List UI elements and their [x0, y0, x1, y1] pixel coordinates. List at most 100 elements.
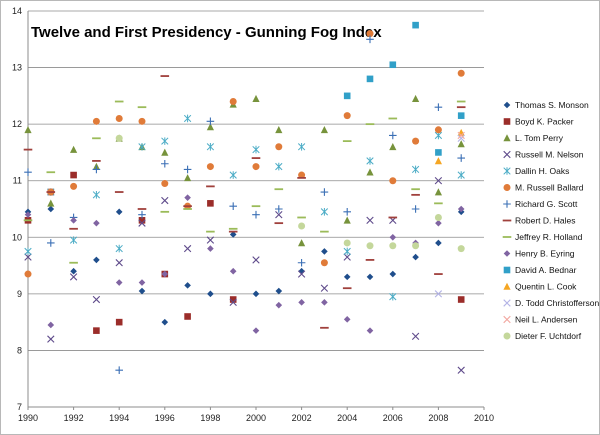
data-point	[69, 273, 78, 281]
legend-label: L. Tom Perry	[515, 133, 564, 143]
data-point	[434, 213, 442, 221]
legend-label: Quentin L. Cook	[515, 282, 577, 292]
data-point	[115, 134, 123, 142]
data-point	[435, 149, 442, 156]
legend-item: Russell M. Nelson	[503, 150, 584, 160]
data-point	[389, 233, 397, 241]
data-point	[297, 142, 306, 151]
legend-marker	[503, 299, 511, 307]
data-point	[252, 94, 260, 102]
legend-item: Robert D. Hales	[502, 216, 575, 226]
data-point	[366, 242, 374, 250]
series-group	[24, 94, 465, 247]
data-point	[412, 21, 419, 29]
x-tick-label: 2006	[383, 413, 403, 423]
data-point	[161, 159, 169, 168]
data-point	[115, 259, 123, 267]
x-tick-label: 2008	[428, 413, 448, 423]
x-tick-label: 2004	[337, 413, 357, 423]
y-tick-label: 7	[17, 402, 22, 412]
legend-item: David A. Bednar	[503, 265, 577, 275]
data-point	[412, 253, 419, 261]
legend-marker	[503, 266, 511, 274]
data-point	[138, 210, 146, 219]
data-point	[298, 239, 306, 247]
data-point	[161, 148, 169, 156]
data-point	[435, 219, 442, 227]
data-point	[412, 94, 420, 102]
data-point	[252, 256, 260, 264]
data-point	[434, 157, 442, 165]
data-point	[389, 292, 397, 301]
data-point	[343, 253, 351, 261]
legend-item: Dieter F. Uchtdorf	[503, 331, 582, 341]
legend-label: Boyd K. Packer	[515, 117, 574, 127]
data-point	[207, 290, 214, 298]
y-tick-label: 12	[12, 119, 22, 129]
data-point	[457, 69, 465, 77]
legend-item: Neil L. Andersen	[503, 315, 578, 325]
data-point	[434, 290, 443, 298]
data-point	[138, 219, 146, 227]
data-point	[320, 126, 328, 134]
data-point	[24, 211, 32, 218]
data-point	[161, 180, 169, 188]
data-point	[24, 270, 32, 278]
data-point	[24, 253, 32, 261]
legend-item: D. Todd Christofferson	[503, 298, 599, 308]
data-point	[252, 290, 260, 298]
data-point	[229, 231, 237, 238]
x-tick-label: 2000	[246, 413, 266, 423]
data-point	[457, 112, 465, 119]
data-point	[411, 165, 420, 174]
chart-title: Twelve and First Presidency - Gunning Fo…	[31, 24, 382, 41]
data-point	[70, 171, 77, 179]
data-point	[366, 75, 374, 83]
data-point	[389, 242, 397, 250]
data-point	[366, 30, 374, 38]
data-point	[229, 267, 237, 275]
grid-layer	[28, 10, 484, 408]
y-tick-label: 14	[12, 6, 22, 16]
legend-item: L. Tom Perry	[503, 133, 564, 143]
legend-label: Russell M. Nelson	[515, 150, 584, 160]
data-point	[229, 98, 237, 106]
legend-label: Henry B. Eyring	[515, 249, 575, 259]
y-tick-label: 9	[17, 289, 22, 299]
series-group	[24, 30, 465, 278]
legend-marker	[503, 200, 511, 208]
data-point	[183, 165, 192, 174]
series-group	[24, 177, 465, 374]
data-point	[47, 205, 55, 213]
data-point	[70, 217, 77, 224]
data-point	[411, 205, 420, 213]
data-point	[275, 287, 283, 295]
x-tick-label: 1998	[200, 413, 220, 423]
data-point	[70, 182, 78, 190]
data-point	[457, 296, 465, 303]
data-point	[252, 327, 260, 334]
data-point	[275, 143, 283, 151]
data-point	[70, 145, 78, 153]
data-point	[207, 200, 214, 207]
data-point	[389, 61, 397, 69]
data-point	[92, 295, 101, 304]
data-point	[457, 140, 465, 148]
series-group	[24, 194, 465, 334]
data-point	[275, 126, 283, 134]
data-point	[457, 205, 465, 213]
data-point	[138, 142, 146, 151]
data-point	[184, 313, 191, 320]
series-group	[434, 134, 465, 298]
data-point	[275, 205, 283, 213]
data-point	[457, 366, 465, 374]
data-point	[343, 216, 351, 224]
data-point	[366, 157, 374, 165]
legend-label: D. Todd Christofferson	[515, 298, 599, 308]
data-point	[161, 196, 169, 205]
legend-label: M. Russell Ballard	[515, 183, 584, 193]
data-point	[206, 123, 214, 131]
legend-label: Dieter F. Uchtdorf	[515, 331, 582, 341]
